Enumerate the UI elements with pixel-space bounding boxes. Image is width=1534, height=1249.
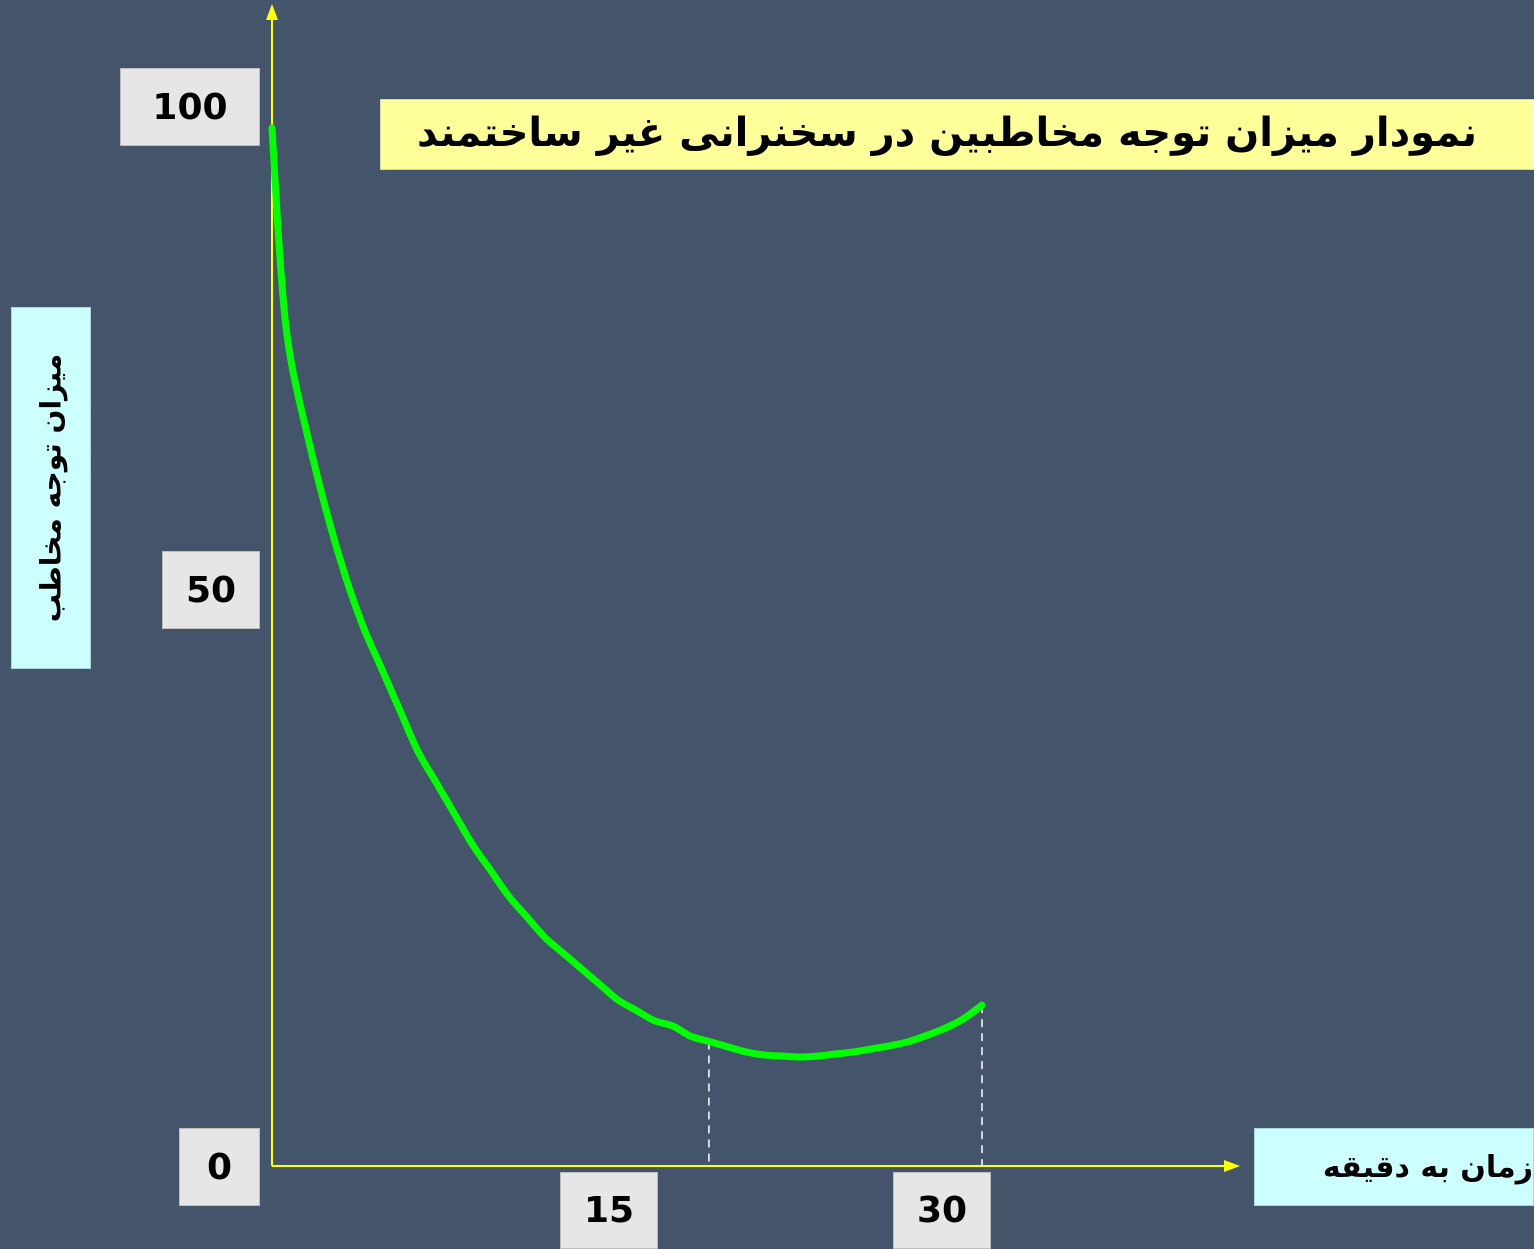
chart-title: نمودار میزان توجه مخاطبین در سخنرانی غیر… (417, 110, 1478, 156)
y-tick-label-50: 50 (162, 551, 260, 629)
y-axis-arrow (266, 4, 278, 20)
x-tick-label-30: 30 (893, 1172, 991, 1249)
x-axis-label: زمان به دقیقه (1254, 1128, 1534, 1206)
axes (266, 4, 1240, 1172)
y-axis-label-box: میزان توجه مخاطب (11, 307, 91, 669)
series-group (268, 124, 986, 1061)
y-axis-label: میزان توجه مخاطب (34, 353, 68, 623)
x-tick-label-15: 15 (560, 1172, 658, 1249)
x-axis-arrow (1224, 1160, 1240, 1172)
y-tick-label-0: 0 (179, 1128, 260, 1206)
y-tick-label-100: 100 (120, 68, 260, 146)
attention-curve (268, 124, 986, 1061)
reference-lines (708, 1005, 983, 1166)
chart-title-box: نمودار میزان توجه مخاطبین در سخنرانی غیر… (380, 99, 1534, 170)
